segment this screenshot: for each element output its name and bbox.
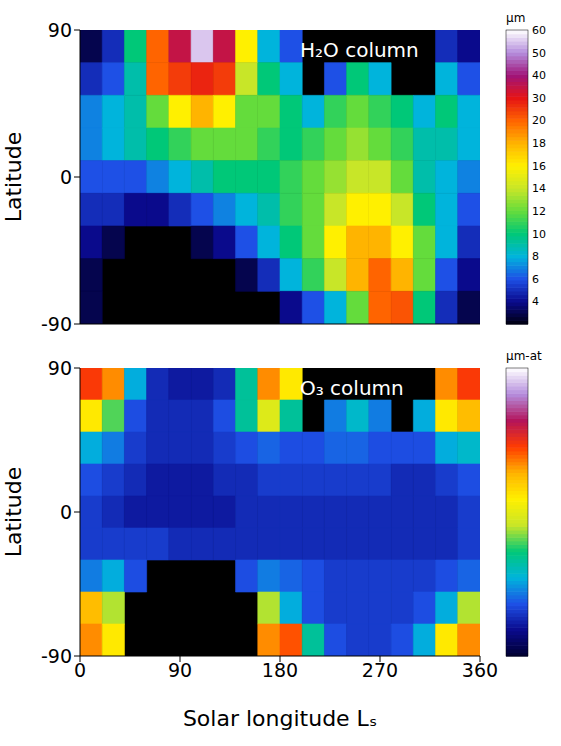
- svg-text:360: 360: [462, 659, 498, 681]
- svg-text:90: 90: [48, 357, 72, 379]
- html-text:Latitude: Latitude: [1, 466, 26, 558]
- svg-text:50: 50: [532, 47, 546, 60]
- svg-text:0: 0: [60, 501, 72, 523]
- svg-text:6: 6: [532, 273, 539, 286]
- svg-text:μm-at: μm-at: [506, 349, 542, 363]
- svg-text:180: 180: [262, 659, 298, 681]
- svg-text:10: 10: [532, 228, 546, 241]
- svg-text:20: 20: [532, 114, 546, 127]
- svg-text:-90: -90: [41, 313, 72, 335]
- svg-text:18: 18: [532, 137, 546, 150]
- svg-text:270: 270: [362, 659, 398, 681]
- svg-text:μm: μm: [506, 11, 525, 25]
- svg-text:40: 40: [532, 69, 546, 82]
- html-text:O₃ column: O₃ column: [300, 376, 404, 400]
- svg-text:0: 0: [60, 166, 72, 188]
- svg-text:90: 90: [48, 19, 72, 41]
- html-text:Solar longitude Lₛ: Solar longitude Lₛ: [182, 706, 378, 731]
- svg-text:8: 8: [532, 250, 539, 263]
- html-text:Latitude: Latitude: [1, 131, 26, 223]
- html-text:H₂O column: H₂O column: [300, 38, 419, 62]
- svg-text:-90: -90: [41, 645, 72, 667]
- svg-text:12: 12: [532, 205, 546, 218]
- svg-text:30: 30: [532, 92, 546, 105]
- svg-text:60: 60: [532, 24, 546, 37]
- svg-text:16: 16: [532, 160, 546, 173]
- svg-text:0: 0: [74, 659, 86, 681]
- svg-text:4: 4: [532, 295, 539, 308]
- svg-text:90: 90: [168, 659, 192, 681]
- svg-text:14: 14: [532, 182, 546, 195]
